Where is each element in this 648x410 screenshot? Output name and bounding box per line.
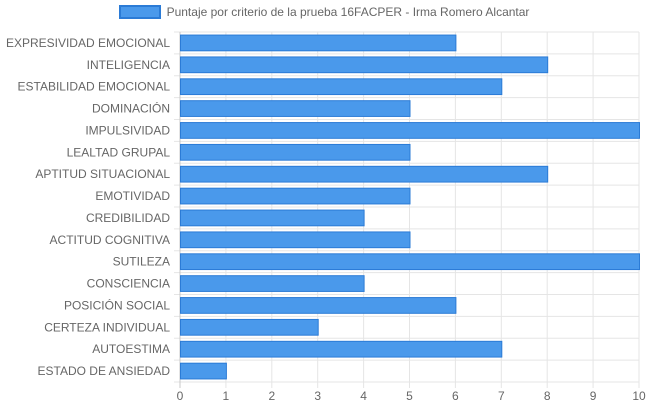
bar bbox=[180, 253, 640, 271]
x-tick-label: 6 bbox=[452, 389, 459, 403]
bar bbox=[180, 209, 365, 227]
y-category-label: CERTEZA INDIVIDUAL bbox=[44, 320, 170, 334]
y-category-label: EMOTIVIDAD bbox=[95, 189, 170, 203]
bar bbox=[180, 340, 503, 358]
y-category-label: ESTADO DE ANSIEDAD bbox=[38, 364, 171, 378]
bar bbox=[180, 362, 227, 380]
x-tick-label: 3 bbox=[314, 389, 321, 403]
bar bbox=[180, 56, 549, 74]
x-tick-label: 5 bbox=[406, 389, 413, 403]
legend-swatch bbox=[118, 5, 161, 19]
y-category-label: SUTILEZA bbox=[113, 255, 170, 269]
bar bbox=[180, 78, 503, 96]
x-tick-label: 2 bbox=[268, 389, 275, 403]
bar bbox=[180, 34, 457, 52]
y-category-label: ESTABILIDAD EMOCIONAL bbox=[18, 80, 171, 94]
bar bbox=[180, 231, 411, 249]
bar bbox=[180, 275, 365, 292]
bar bbox=[180, 165, 549, 183]
y-category-label: CONSCIENCIA bbox=[87, 277, 170, 291]
bar bbox=[180, 318, 319, 336]
bar bbox=[180, 122, 640, 139]
x-tick-label: 1 bbox=[223, 389, 230, 403]
y-category-label: INTELIGENCIA bbox=[87, 58, 170, 72]
x-tick-label: 9 bbox=[590, 389, 597, 403]
legend-label: Puntaje por criterio de la prueba 16FACP… bbox=[166, 5, 530, 19]
y-category-label: ACTITUD COGNITIVA bbox=[50, 233, 170, 247]
y-category-label: CREDIBILIDAD bbox=[86, 211, 170, 225]
x-tick-label: 10 bbox=[632, 389, 646, 403]
y-category-label: IMPULSIVIDAD bbox=[85, 123, 170, 137]
bar bbox=[180, 100, 411, 117]
y-category-label: POSICIÓN SOCIAL bbox=[64, 297, 170, 312]
x-tick-label: 4 bbox=[360, 389, 367, 403]
y-category-label: APTITUD SITUACIONAL bbox=[35, 167, 170, 181]
x-tick-label: 8 bbox=[544, 389, 551, 403]
bar bbox=[180, 143, 411, 161]
x-tick-label: 0 bbox=[177, 389, 184, 403]
y-category-label: EXPRESIVIDAD EMOCIONAL bbox=[6, 36, 170, 50]
legend[interactable]: Puntaje por criterio de la prueba 16FACP… bbox=[0, 5, 648, 19]
y-category-label: LEALTAD GRUPAL bbox=[67, 145, 171, 159]
bar bbox=[180, 187, 411, 205]
y-category-label: AUTOESTIMA bbox=[92, 342, 170, 356]
y-category-label: DOMINACIÓN bbox=[92, 101, 170, 116]
bar bbox=[180, 297, 457, 314]
x-tick-label: 7 bbox=[498, 389, 505, 403]
